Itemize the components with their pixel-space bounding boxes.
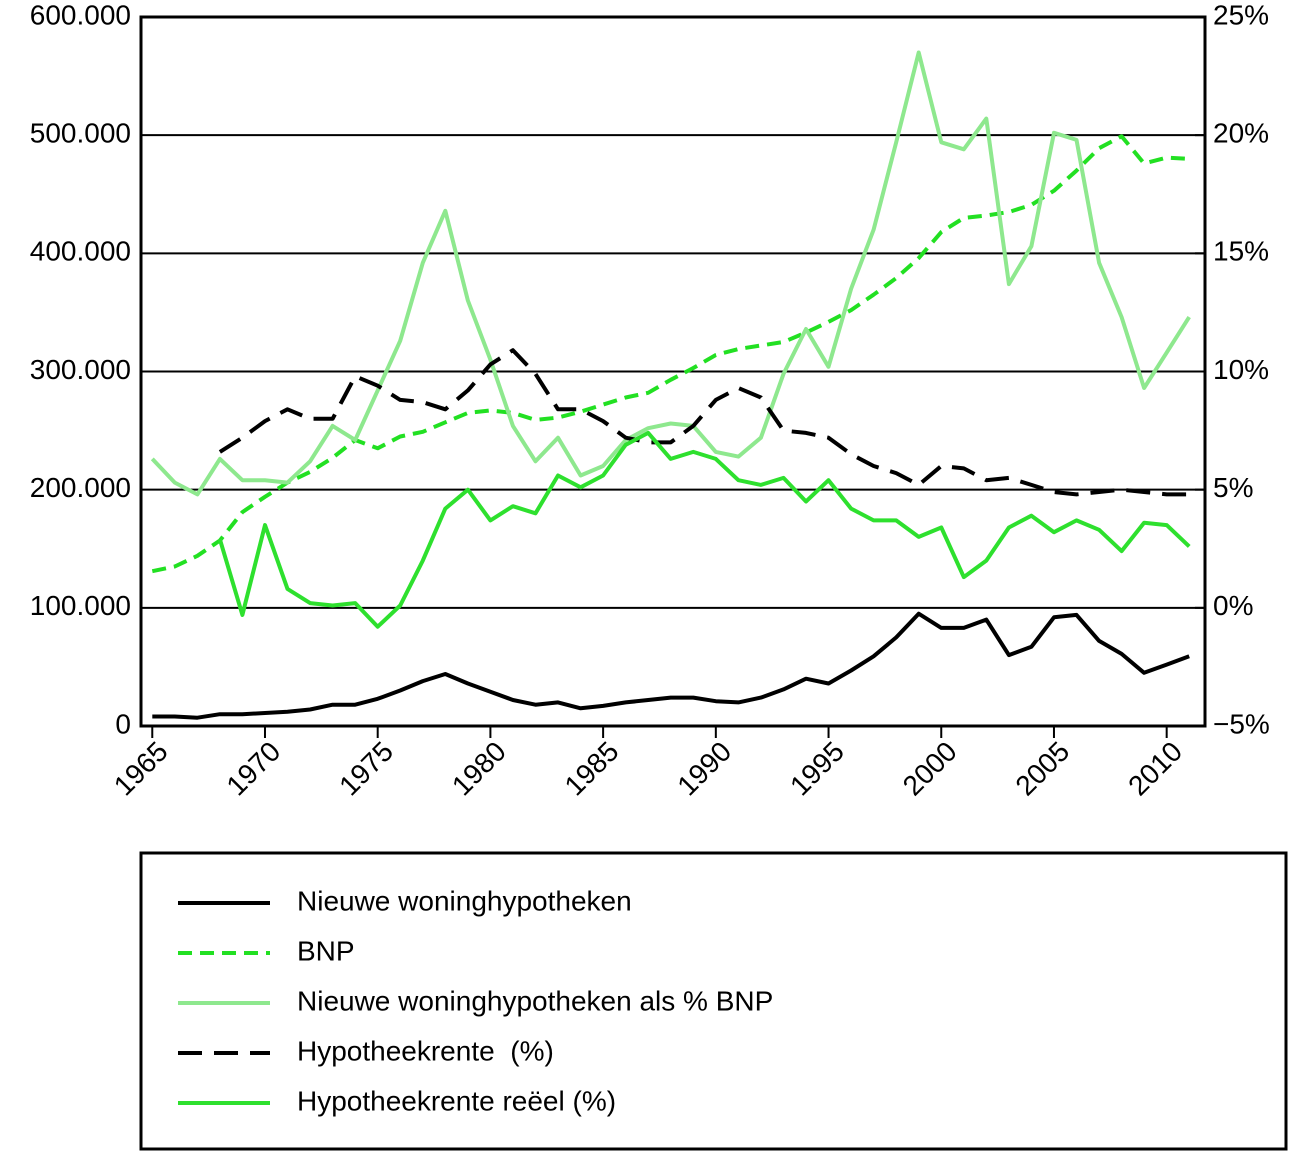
y-tick-label: 0 xyxy=(115,708,131,739)
legend-label: Nieuwe woninghypotheken als % BNP xyxy=(297,985,773,1016)
x-tick-label: 1965 xyxy=(108,736,174,802)
x-tick-label: 1980 xyxy=(446,736,512,802)
series-line xyxy=(152,611,1190,720)
y2-tick-label: 0% xyxy=(1213,590,1253,621)
y-tick-label: 600.000 xyxy=(30,0,131,30)
legend-label: Hypotheekrente reëel (%) xyxy=(297,1085,616,1116)
y2-tick-label: −5% xyxy=(1213,708,1270,739)
y2-tick-label: 5% xyxy=(1213,472,1253,503)
y-tick-label: 400.000 xyxy=(30,236,131,267)
legend-label: BNP xyxy=(297,935,355,966)
x-tick-label: 1995 xyxy=(784,736,850,802)
y2-tick-label: 10% xyxy=(1213,354,1269,385)
x-tick-label: 2010 xyxy=(1122,736,1188,802)
x-tick-label: 2005 xyxy=(1009,736,1075,802)
plot-frame xyxy=(139,15,1207,728)
y2-tick-label: 15% xyxy=(1213,236,1269,267)
series-line xyxy=(218,348,1190,497)
x-tick-label: 1990 xyxy=(671,736,737,802)
series-line xyxy=(150,50,1191,497)
y2-tick-label: 25% xyxy=(1213,0,1269,30)
x-tick-label: 1970 xyxy=(220,736,286,802)
series-line xyxy=(217,430,1191,629)
y-tick-label: 200.000 xyxy=(30,472,131,503)
x-tick-label: 2000 xyxy=(897,736,963,802)
series-line xyxy=(151,134,1190,574)
legend-box xyxy=(139,851,1288,1151)
y-tick-label: 100.000 xyxy=(30,590,131,621)
y-tick-label: 300.000 xyxy=(30,354,131,385)
legend-label: Nieuwe woninghypotheken xyxy=(297,885,632,916)
y2-tick-label: 20% xyxy=(1213,118,1269,149)
x-tick-label: 1985 xyxy=(559,736,625,802)
x-tick-label: 1975 xyxy=(333,736,399,802)
legend-label: Hypotheekrente (%) xyxy=(297,1035,554,1066)
y-tick-label: 500.000 xyxy=(30,118,131,149)
